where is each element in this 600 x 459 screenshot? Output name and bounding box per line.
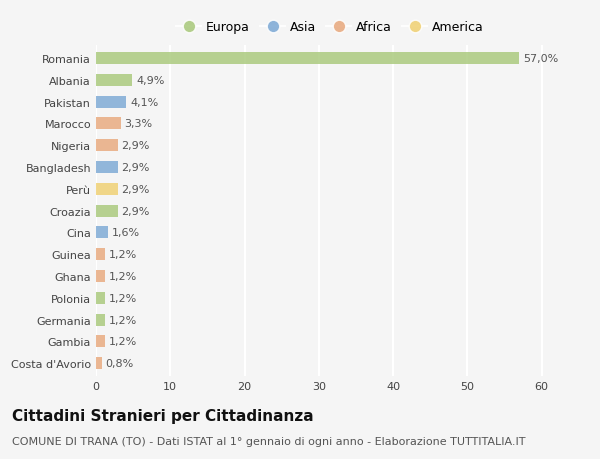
Text: 2,9%: 2,9%: [121, 141, 149, 151]
Text: 2,9%: 2,9%: [121, 185, 149, 195]
Text: 1,2%: 1,2%: [109, 315, 137, 325]
Bar: [96, 53, 520, 65]
Bar: [96, 292, 105, 304]
Bar: [96, 249, 105, 261]
Bar: [96, 184, 118, 196]
Text: 0,8%: 0,8%: [106, 358, 134, 368]
Text: 2,9%: 2,9%: [121, 206, 149, 216]
Bar: [96, 205, 118, 217]
Text: 1,2%: 1,2%: [109, 336, 137, 347]
Text: 4,9%: 4,9%: [136, 76, 164, 86]
Text: COMUNE DI TRANA (TO) - Dati ISTAT al 1° gennaio di ogni anno - Elaborazione TUTT: COMUNE DI TRANA (TO) - Dati ISTAT al 1° …: [12, 436, 526, 446]
Text: 1,2%: 1,2%: [109, 293, 137, 303]
Bar: [96, 140, 118, 152]
Legend: Europa, Asia, Africa, America: Europa, Asia, Africa, America: [173, 18, 487, 36]
Bar: [96, 118, 121, 130]
Text: 1,2%: 1,2%: [109, 271, 137, 281]
Bar: [96, 314, 105, 326]
Bar: [96, 162, 118, 174]
Text: 57,0%: 57,0%: [523, 54, 559, 64]
Bar: [96, 96, 127, 108]
Text: 1,6%: 1,6%: [112, 228, 140, 238]
Bar: [96, 227, 108, 239]
Text: 1,2%: 1,2%: [109, 250, 137, 260]
Text: 3,3%: 3,3%: [124, 119, 152, 129]
Bar: [96, 75, 133, 87]
Bar: [96, 336, 105, 347]
Text: Cittadini Stranieri per Cittadinanza: Cittadini Stranieri per Cittadinanza: [12, 409, 314, 424]
Bar: [96, 358, 102, 369]
Text: 2,9%: 2,9%: [121, 162, 149, 173]
Bar: [96, 270, 105, 282]
Text: 4,1%: 4,1%: [130, 97, 158, 107]
